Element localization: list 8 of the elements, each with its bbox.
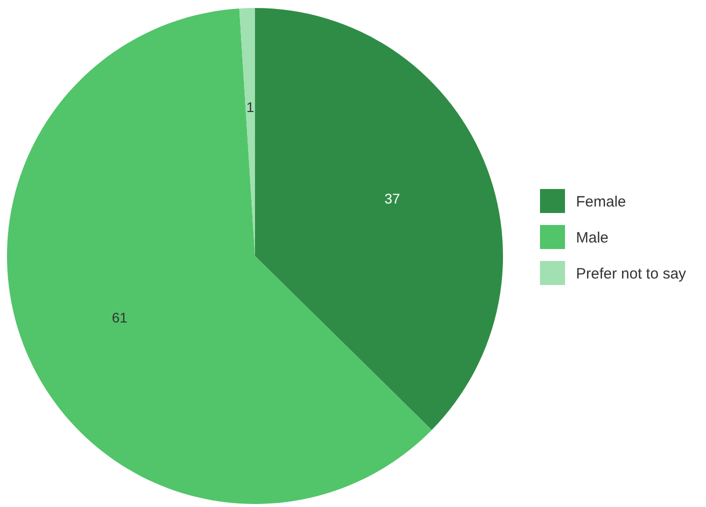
data-label: 37 bbox=[384, 190, 400, 206]
pie-slice bbox=[7, 8, 432, 504]
legend-label: Male bbox=[576, 229, 609, 246]
legend-label: Prefer not to say bbox=[576, 265, 687, 282]
data-label: 1 bbox=[246, 99, 254, 116]
legend-label: Female bbox=[576, 193, 626, 210]
pie-slice bbox=[255, 8, 503, 430]
data-label: 61 bbox=[112, 310, 128, 326]
